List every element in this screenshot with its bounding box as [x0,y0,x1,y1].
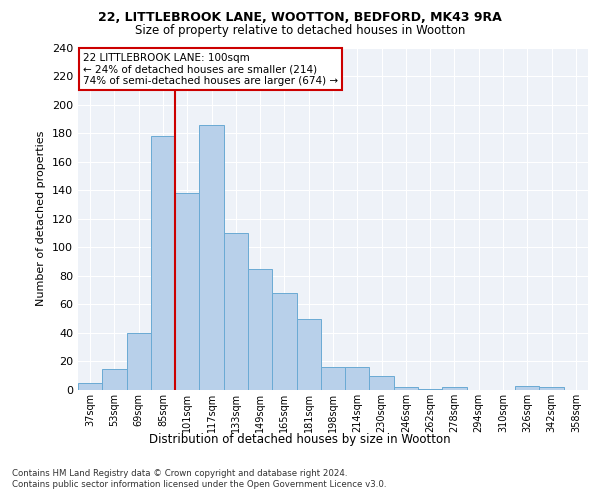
Bar [394,387,418,390]
Bar [102,368,127,390]
Bar [370,376,394,390]
Bar [442,387,467,390]
Bar [345,367,370,390]
Bar [175,193,199,390]
Bar [321,367,345,390]
Bar [248,268,272,390]
Text: 22, LITTLEBROOK LANE, WOOTTON, BEDFORD, MK43 9RA: 22, LITTLEBROOK LANE, WOOTTON, BEDFORD, … [98,11,502,24]
Bar [296,318,321,390]
Text: Distribution of detached houses by size in Wootton: Distribution of detached houses by size … [149,432,451,446]
Bar [224,233,248,390]
Y-axis label: Number of detached properties: Number of detached properties [37,131,46,306]
Bar [78,383,102,390]
Bar [127,333,151,390]
Bar [151,136,175,390]
Text: Size of property relative to detached houses in Wootton: Size of property relative to detached ho… [135,24,465,37]
Text: Contains HM Land Registry data © Crown copyright and database right 2024.: Contains HM Land Registry data © Crown c… [12,469,347,478]
Text: Contains public sector information licensed under the Open Government Licence v3: Contains public sector information licen… [12,480,386,489]
Bar [539,387,564,390]
Bar [515,386,539,390]
Bar [199,124,224,390]
Text: 22 LITTLEBROOK LANE: 100sqm
← 24% of detached houses are smaller (214)
74% of se: 22 LITTLEBROOK LANE: 100sqm ← 24% of det… [83,52,338,86]
Bar [272,293,296,390]
Bar [418,388,442,390]
